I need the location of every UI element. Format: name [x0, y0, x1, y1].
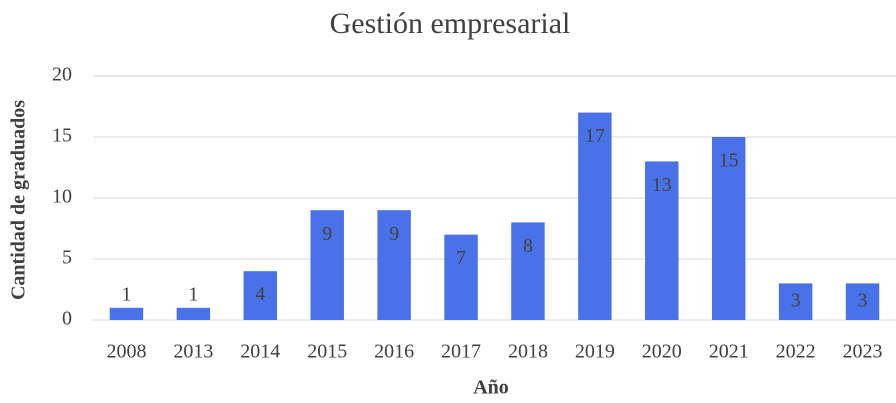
x-tick-label: 2015 [307, 341, 347, 363]
bar [645, 161, 679, 320]
data-label: 3 [858, 289, 868, 311]
y-tick-label: 0 [62, 308, 72, 330]
bar [845, 283, 880, 320]
data-label: 9 [322, 223, 332, 245]
x-tick-label: 2014 [240, 341, 280, 363]
x-tick-label: 2017 [441, 341, 481, 363]
bar [444, 234, 478, 320]
data-label: 17 [585, 125, 605, 147]
y-tick-label: 15 [52, 125, 72, 147]
data-label: 4 [255, 283, 265, 305]
x-axis-title: Año [473, 377, 509, 399]
bar [778, 283, 813, 320]
x-tick-label: 2022 [776, 341, 816, 363]
y-tick-label: 10 [52, 186, 72, 208]
bar [310, 210, 344, 320]
x-tick-label: 2019 [575, 341, 615, 363]
y-axis-title: Cantidad de graduados [8, 100, 30, 300]
x-tick-label: 2013 [173, 341, 213, 363]
data-label: 9 [389, 223, 399, 245]
data-label: 8 [523, 235, 533, 257]
bar [109, 307, 144, 320]
data-label: 1 [188, 283, 198, 305]
y-tick-label: 20 [52, 64, 72, 86]
data-label: 13 [652, 174, 672, 196]
x-tick-label: 2023 [843, 341, 883, 363]
bar [511, 222, 545, 320]
x-tick-label: 2021 [709, 341, 749, 363]
data-label: 15 [719, 150, 739, 172]
bar [711, 137, 746, 320]
data-label: 1 [121, 283, 131, 305]
x-tick-label: 2018 [508, 341, 548, 363]
x-tick-label: 2020 [642, 341, 682, 363]
bar [377, 210, 411, 320]
y-tick-label: 5 [62, 247, 72, 269]
data-label: 7 [456, 247, 466, 269]
bar [176, 307, 211, 320]
x-tick-label: 2016 [374, 341, 414, 363]
chart-title: Gestión empresarial [330, 7, 571, 40]
bar [578, 112, 612, 320]
x-tick-label: 2008 [106, 341, 146, 363]
bar [243, 271, 278, 320]
data-label: 3 [791, 289, 801, 311]
